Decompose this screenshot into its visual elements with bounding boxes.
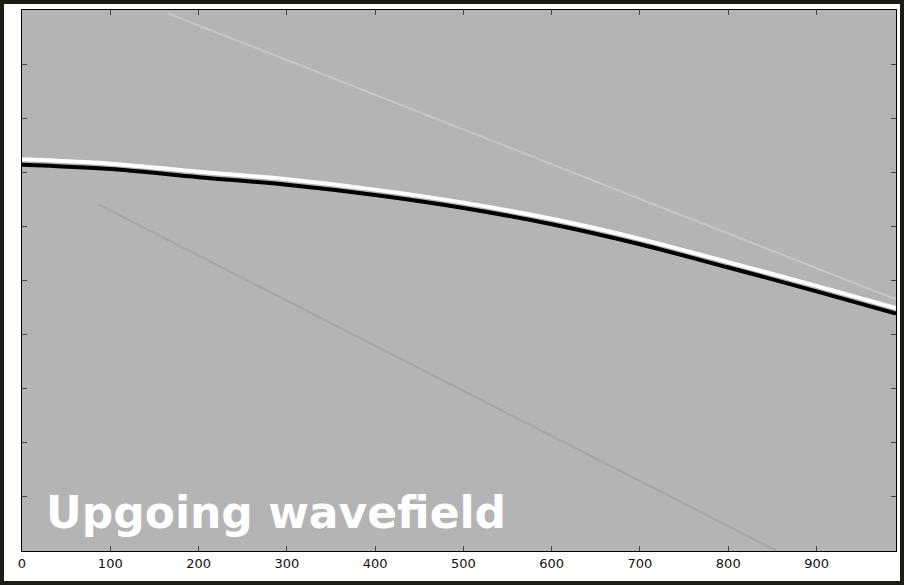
svg-text:600: 600	[539, 556, 564, 571]
svg-text:0: 0	[18, 556, 26, 571]
svg-text:Upgoing wavefield: Upgoing wavefield	[46, 487, 506, 538]
svg-text:100: 100	[98, 556, 123, 571]
svg-text:200: 200	[186, 556, 211, 571]
svg-text:700: 700	[628, 556, 653, 571]
svg-text:800: 800	[716, 556, 741, 571]
svg-text:300: 300	[274, 556, 299, 571]
svg-text:400: 400	[363, 556, 388, 571]
svg-text:900: 900	[804, 556, 829, 571]
svg-text:500: 500	[451, 556, 476, 571]
